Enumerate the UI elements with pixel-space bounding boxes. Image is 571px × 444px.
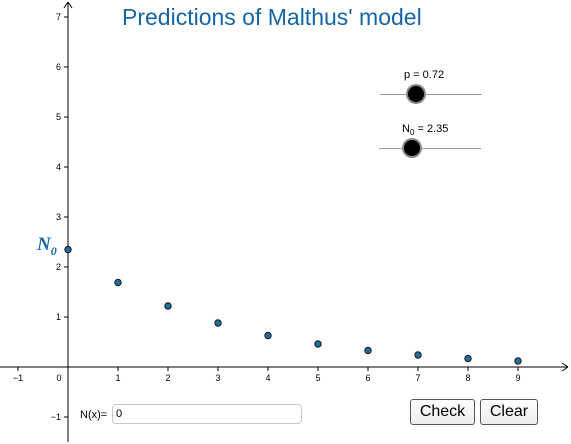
p-slider-track[interactable] xyxy=(380,94,482,95)
y-tick-label: 3 xyxy=(56,212,61,222)
data-point xyxy=(214,319,222,327)
nx-input[interactable] xyxy=(112,404,302,424)
data-point xyxy=(114,278,122,287)
y-tick-label: 6 xyxy=(56,62,61,72)
x-axis-arrow xyxy=(561,362,569,372)
y-tick-label: 5 xyxy=(56,112,61,122)
n0-slider-track[interactable] xyxy=(379,148,481,149)
page-title: Predictions of Malthus' model xyxy=(122,4,422,30)
x-tick-label: 4 xyxy=(265,373,270,383)
x-tick-label: 6 xyxy=(365,373,370,383)
x-tick-label: 1 xyxy=(115,373,120,383)
y-tick-label: 1 xyxy=(56,312,61,322)
data-point xyxy=(464,354,472,363)
clear-button[interactable]: Clear xyxy=(480,399,538,425)
x-tick-label: 0 xyxy=(56,373,61,383)
x-tick-label: 8 xyxy=(465,373,470,383)
data-point xyxy=(64,245,72,254)
y-tick-label: 7 xyxy=(56,12,61,22)
data-point xyxy=(314,340,322,348)
nx-input-label: N(x)= xyxy=(80,409,108,421)
x-tick-label: 3 xyxy=(215,373,220,383)
data-point xyxy=(514,357,522,365)
y-tick-label: 2 xyxy=(56,262,61,272)
n0-axis-label: N0 xyxy=(37,234,57,258)
n0-slider-caption: N0 = 2.35 xyxy=(402,123,449,138)
data-point xyxy=(264,331,272,340)
x-tick-label: −1 xyxy=(13,373,23,383)
n0-slider-knob[interactable] xyxy=(403,140,420,156)
x-tick-label: 9 xyxy=(515,373,520,383)
n0-slider[interactable] xyxy=(379,139,481,159)
x-tick-label: 2 xyxy=(165,373,170,383)
data-point xyxy=(414,351,422,359)
data-point xyxy=(164,302,172,310)
p-slider-knob[interactable] xyxy=(407,86,424,102)
p-slider[interactable] xyxy=(380,85,482,105)
y-tick-label: −1 xyxy=(51,412,61,422)
p-slider-caption: p = 0.72 xyxy=(404,69,445,81)
x-tick-label: 7 xyxy=(415,373,420,383)
y-tick-label: 4 xyxy=(56,162,61,172)
y-axis-arrow xyxy=(63,1,73,9)
check-button[interactable]: Check xyxy=(410,399,475,425)
data-point xyxy=(364,346,372,355)
x-tick-label: 5 xyxy=(315,373,320,383)
